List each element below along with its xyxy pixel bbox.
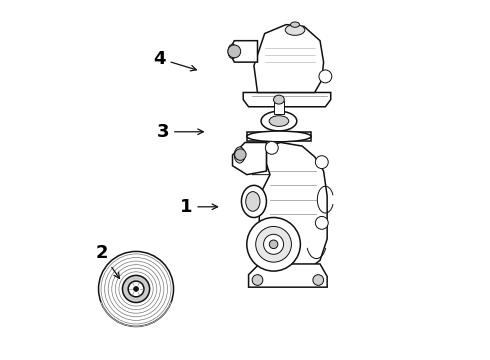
Circle shape: [266, 141, 278, 154]
Circle shape: [235, 149, 246, 160]
Ellipse shape: [261, 111, 297, 131]
Text: 4: 4: [153, 50, 196, 71]
Circle shape: [134, 287, 139, 292]
Circle shape: [228, 45, 241, 58]
Ellipse shape: [253, 143, 305, 167]
Polygon shape: [248, 264, 327, 287]
Circle shape: [313, 275, 323, 285]
Ellipse shape: [245, 192, 260, 211]
Polygon shape: [243, 93, 331, 107]
Text: 2: 2: [96, 244, 120, 278]
Ellipse shape: [242, 185, 267, 217]
Ellipse shape: [285, 24, 305, 35]
Polygon shape: [229, 41, 258, 62]
Circle shape: [122, 275, 149, 302]
Ellipse shape: [234, 147, 245, 163]
Circle shape: [316, 156, 328, 168]
Polygon shape: [254, 24, 323, 93]
Ellipse shape: [228, 44, 237, 59]
Polygon shape: [232, 143, 267, 175]
Ellipse shape: [291, 22, 299, 27]
Ellipse shape: [273, 95, 284, 104]
Polygon shape: [259, 143, 327, 275]
Circle shape: [256, 226, 292, 262]
Circle shape: [319, 70, 332, 83]
Circle shape: [98, 251, 173, 327]
Circle shape: [264, 234, 284, 254]
Circle shape: [316, 216, 328, 229]
Text: 1: 1: [180, 198, 218, 216]
Circle shape: [252, 275, 263, 285]
Text: 3: 3: [157, 123, 203, 141]
Ellipse shape: [269, 116, 289, 126]
Circle shape: [247, 217, 300, 271]
Polygon shape: [274, 102, 284, 114]
Circle shape: [270, 240, 278, 249]
Polygon shape: [247, 132, 311, 141]
Polygon shape: [252, 169, 306, 175]
Circle shape: [128, 281, 144, 297]
Ellipse shape: [247, 131, 311, 142]
